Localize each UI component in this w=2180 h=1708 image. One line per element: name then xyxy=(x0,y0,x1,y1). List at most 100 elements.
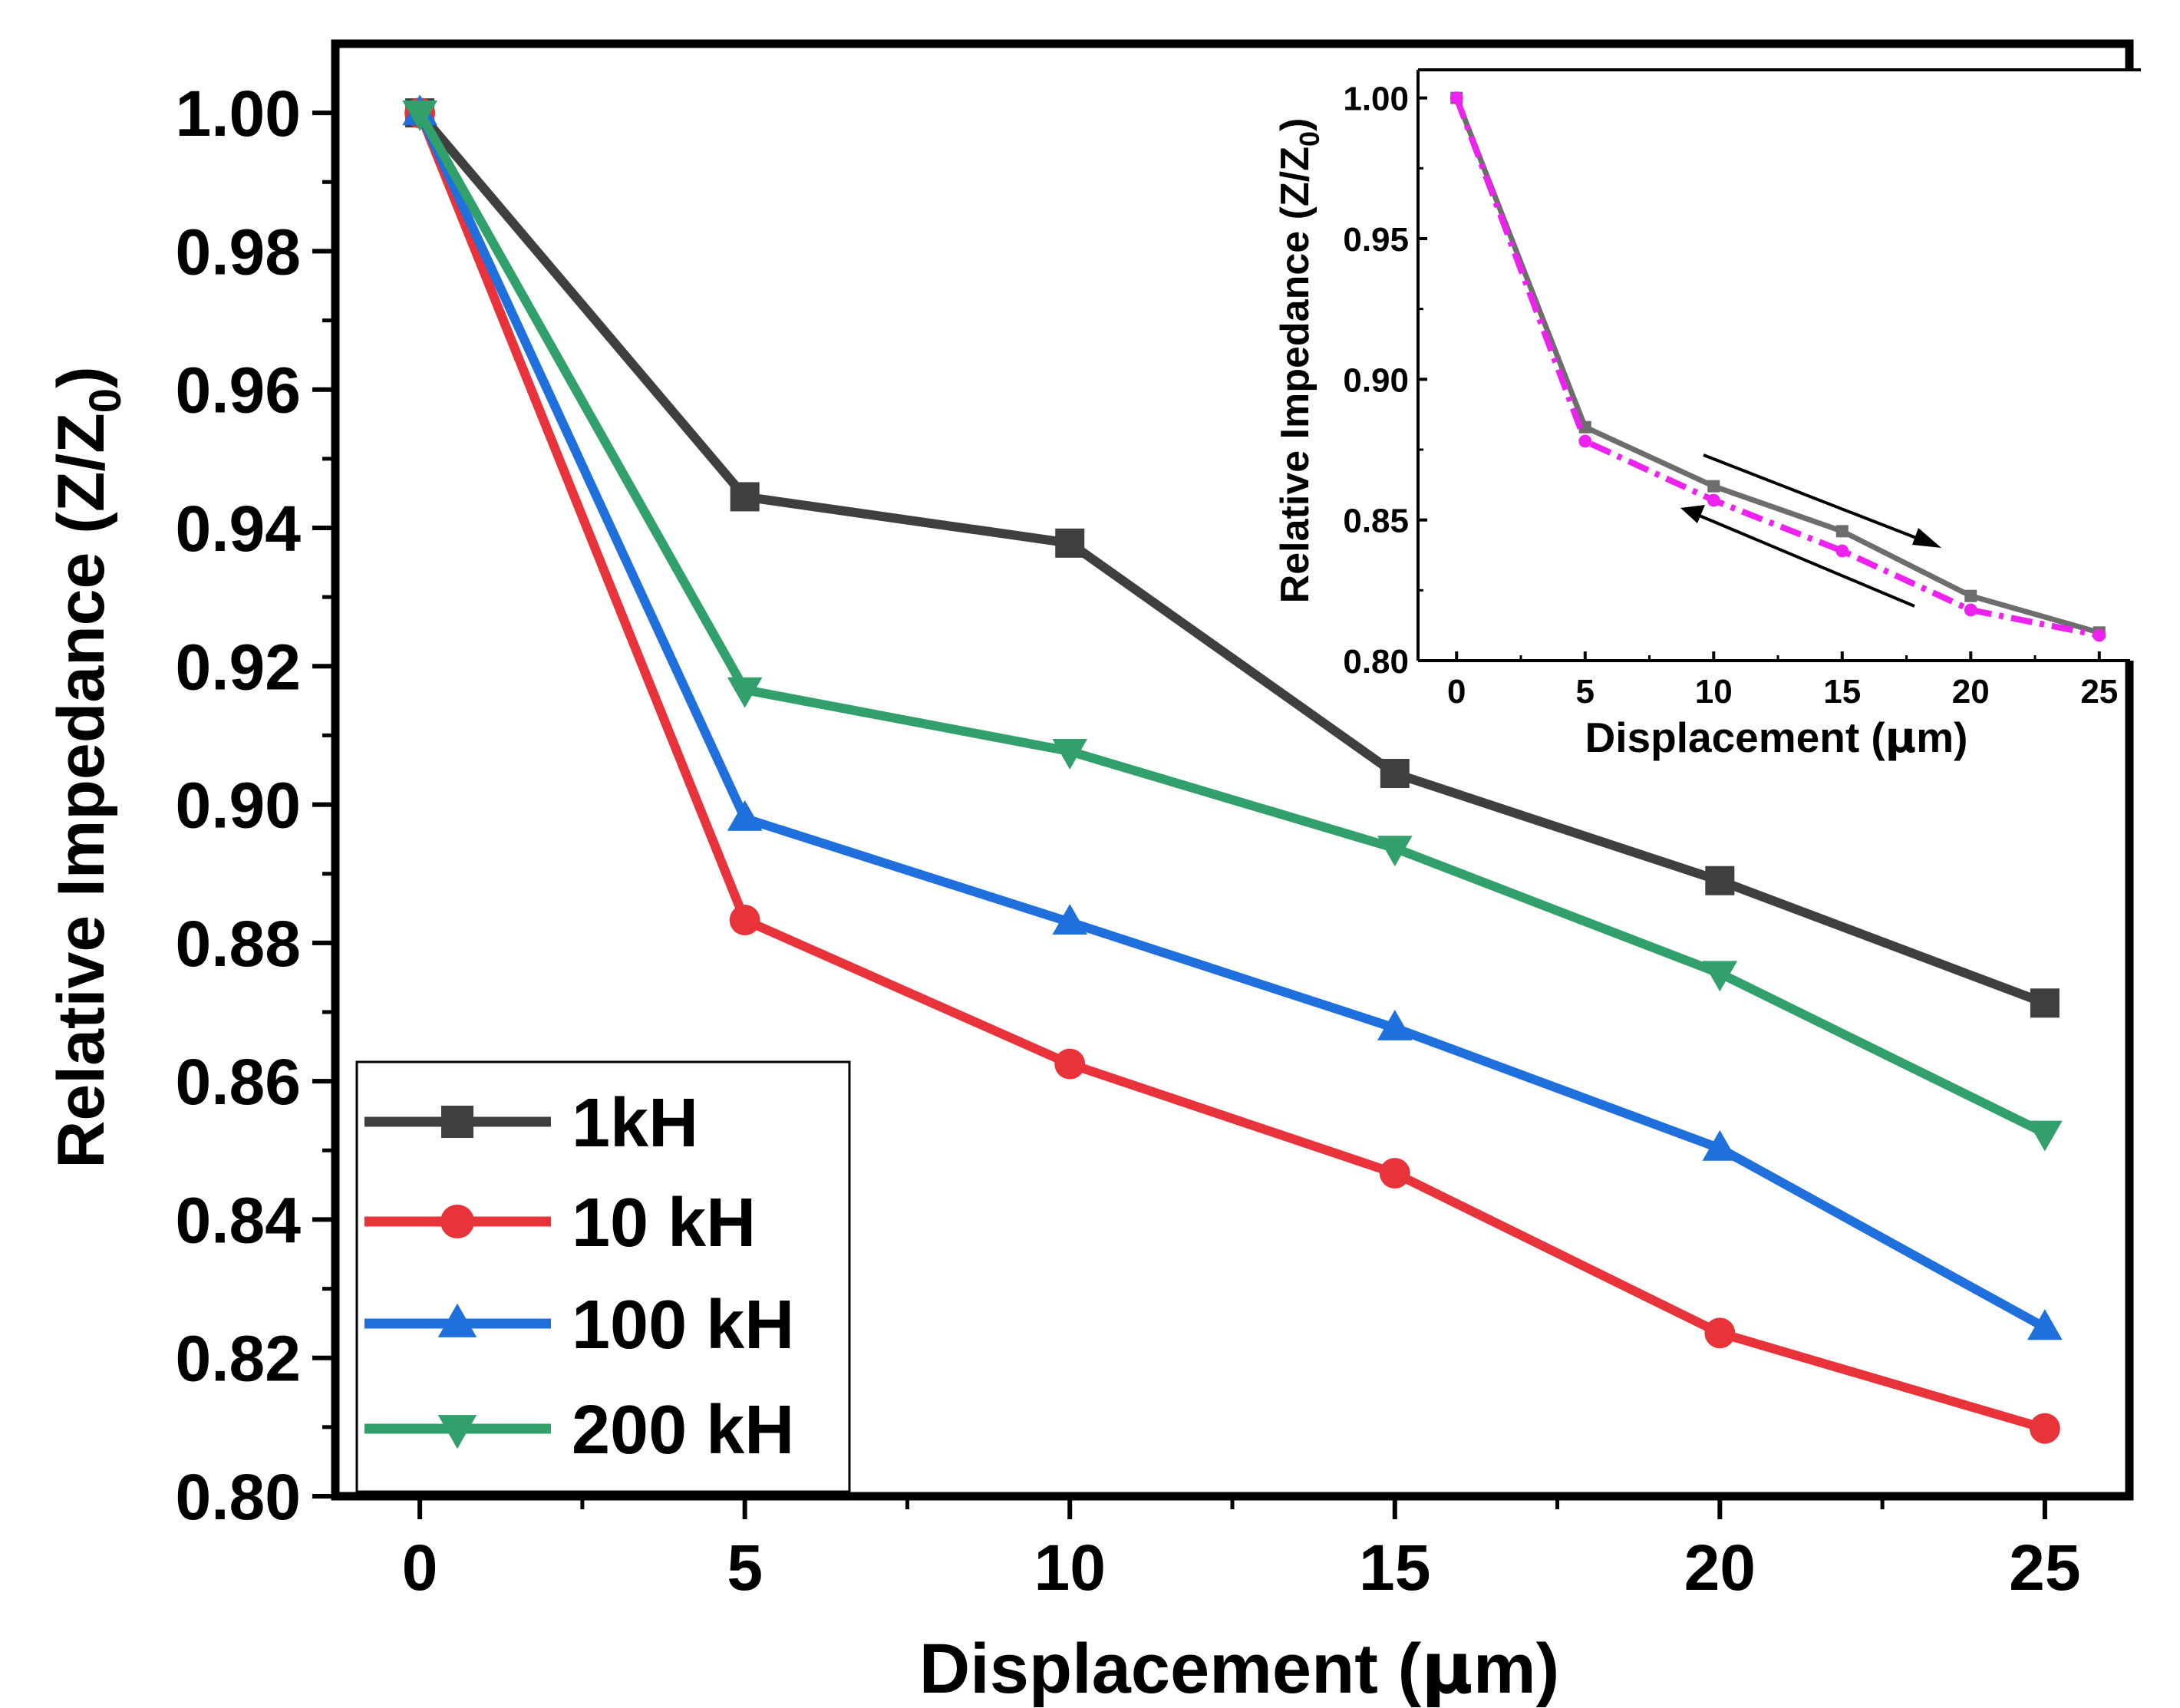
inset-y-tick-label: 0.80 xyxy=(1343,643,1409,681)
main-x-tick-label: 20 xyxy=(1684,1532,1756,1604)
inset-arrow-unloading xyxy=(1680,505,1915,608)
inset-tick-labels: 0.80 0.85 0.90 0.95 1.00 0 5 10 15 20 25 xyxy=(1343,81,2118,711)
main-data-point xyxy=(402,100,437,131)
main-data-point xyxy=(1377,836,1413,867)
main-chart: 0.80 0.82 0.84 0.86 0.88 0.90 0.92 0.94 0.96 0.98… xyxy=(45,39,2134,1708)
main-plot-frame xyxy=(331,39,2134,1501)
legend-label: 200 kH xyxy=(572,1392,794,1469)
inset-y-label-subscript: 0 xyxy=(1294,131,1325,147)
inset-data-point xyxy=(2093,628,2106,642)
inset-data-point xyxy=(1578,434,1592,448)
legend-label: 100 kH xyxy=(572,1287,794,1363)
main-data-point xyxy=(1055,528,1085,558)
inset-y-axis-label: Relative Impedance (Z/Z0) xyxy=(1273,118,1325,604)
legend-label: 10 kH xyxy=(572,1185,756,1261)
inset-background xyxy=(1418,70,2135,661)
main-x-tick-label: 0 xyxy=(402,1532,438,1604)
main-data-point xyxy=(1704,1317,1736,1349)
main-data-point xyxy=(2030,988,2060,1018)
main-series-group xyxy=(402,94,2063,1444)
inset-series-line xyxy=(1453,97,2100,635)
inset-x-tick-label: 20 xyxy=(1952,673,1990,711)
main-x-tick-label: 5 xyxy=(727,1532,763,1604)
legend-swatch-marker xyxy=(440,1204,475,1239)
inset-x-tick-label: 5 xyxy=(1576,673,1595,711)
main-y-label-tail: ) xyxy=(45,366,118,388)
main-data-point xyxy=(1380,759,1410,789)
inset-series-group xyxy=(1449,91,2106,642)
main-x-tick-label: 10 xyxy=(1034,1532,1106,1604)
inset-data-point xyxy=(1964,603,1977,617)
inset-y-label-tail: ) xyxy=(1273,118,1318,131)
inset-arrow-loading xyxy=(1703,453,1941,548)
main-y-tick-label: 0.84 xyxy=(176,1184,302,1256)
inset-data-point xyxy=(1578,420,1591,434)
legend-swatch-marker xyxy=(441,1106,473,1138)
main-data-point xyxy=(1052,739,1088,770)
inset-x-tick-label: 25 xyxy=(2080,673,2118,711)
main-data-point xyxy=(1702,961,1738,992)
inset-chart: 0.80 0.85 0.90 0.95 1.00 0 5 10 15 20 25 Relative … xyxy=(1273,68,2141,762)
inset-data-point xyxy=(1964,589,1977,602)
main-x-label-tail: m) xyxy=(1473,1630,1559,1708)
inset-plot-frame xyxy=(1417,68,2141,662)
main-y-axis-label: Relative Impedance (Z/Z0) xyxy=(45,366,130,1168)
main-series-line xyxy=(415,110,2047,1332)
legend-box xyxy=(355,1060,851,1493)
main-data-point xyxy=(1379,1158,1410,1189)
inset-y-tick-label: 0.95 xyxy=(1343,221,1409,259)
inset-series-0 xyxy=(1450,91,2106,639)
inset-y-tick-label: 1.00 xyxy=(1343,81,1409,118)
main-y-tick-label: 0.98 xyxy=(176,216,302,288)
inset-x-tick-label: 10 xyxy=(1695,673,1733,711)
inset-data-point xyxy=(1707,493,1720,507)
main-x-axis-label: Displacement (μm) xyxy=(919,1627,1560,1708)
main-data-point xyxy=(729,905,760,936)
main-y-tick-label: 0.82 xyxy=(176,1323,302,1395)
inset-x-tick-label: 0 xyxy=(1447,673,1466,711)
main-y-tick-label: 0.90 xyxy=(176,770,302,842)
main-y-tick-label: 0.96 xyxy=(176,354,302,427)
inset-data-point xyxy=(1707,480,1720,493)
main-x-tick-label: 25 xyxy=(2009,1532,2080,1604)
legend-label: 1kH xyxy=(572,1085,698,1162)
main-data-point xyxy=(1702,1129,1738,1161)
main-y-tick-label: 0.80 xyxy=(176,1461,302,1533)
main-x-label-mu: μ xyxy=(1421,1627,1473,1708)
main-series-line xyxy=(416,110,2046,1007)
legend-entry: 10 kH xyxy=(364,1185,756,1261)
legend-entry: 1kH xyxy=(364,1085,698,1162)
legend-entry: 200 kH xyxy=(364,1392,794,1469)
main-y-label-text: Relative Impedance (Z/Z xyxy=(45,413,118,1169)
inset-series-line xyxy=(1453,97,2100,638)
inset-y-tick-label: 0.90 xyxy=(1343,361,1409,399)
main-y-tick-label: 0.94 xyxy=(176,493,302,565)
main-series-line xyxy=(415,110,2046,1433)
main-data-point xyxy=(730,482,760,512)
inset-data-point xyxy=(1449,91,1463,105)
legend-swatch-marker xyxy=(437,1303,477,1337)
inset-y-tick-label: 0.85 xyxy=(1343,503,1409,540)
inset-data-point xyxy=(1835,525,1849,538)
main-data-point xyxy=(2027,1309,2063,1340)
main-data-point xyxy=(727,677,763,708)
main-data-point xyxy=(1054,1048,1086,1080)
inset-x-label-text: Displacement ( xyxy=(1585,714,1886,761)
main-y-label-subscript: 0 xyxy=(81,388,130,413)
main-series-line xyxy=(415,110,2047,1138)
main-data-point xyxy=(1705,866,1735,895)
main-data-point xyxy=(727,800,763,831)
inset-y-label-text: Relative Impedance (Z/Z xyxy=(1273,147,1318,603)
legend-entry: 100 kH xyxy=(364,1287,794,1363)
legend-swatch-marker xyxy=(437,1415,477,1449)
inset-series-1 xyxy=(1449,91,2106,642)
main-y-tick-label: 1.00 xyxy=(176,77,302,150)
main-data-point xyxy=(1052,904,1088,935)
main-series-3 xyxy=(402,100,2063,1152)
main-data-point xyxy=(2029,1413,2060,1444)
main-data-point xyxy=(1377,1009,1413,1040)
main-y-tick-label: 0.88 xyxy=(176,908,302,980)
inset-data-point xyxy=(1835,544,1849,558)
main-y-tick-label: 0.92 xyxy=(176,631,302,703)
